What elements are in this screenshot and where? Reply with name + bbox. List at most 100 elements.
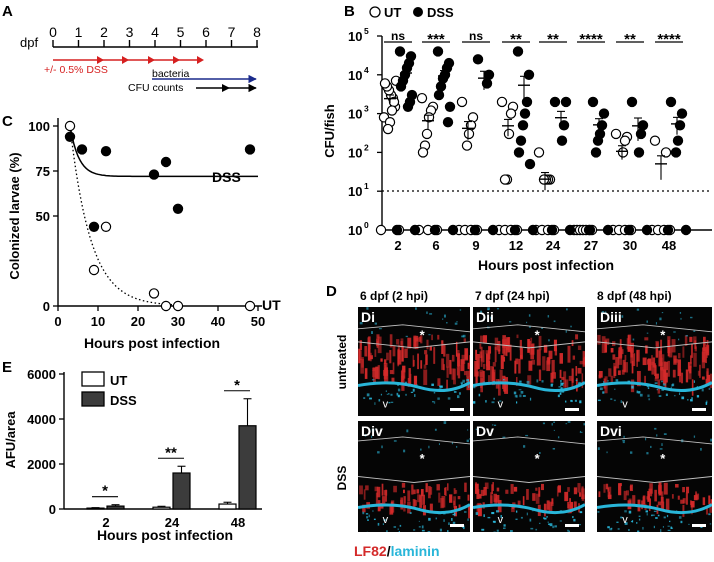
micrograph-tile: * v Dii xyxy=(473,307,585,416)
c-point-dss xyxy=(64,131,76,142)
lf82-signal xyxy=(414,337,419,350)
lf82-signal xyxy=(568,375,573,381)
laminin-signal xyxy=(708,513,711,516)
lf82-signal xyxy=(563,371,567,388)
lf82-signal xyxy=(632,495,636,507)
e-bar-ut xyxy=(152,506,171,510)
laminin-signal xyxy=(499,400,502,402)
lf82-signal xyxy=(446,353,450,368)
laminin-signal xyxy=(536,379,539,383)
lf82-signal xyxy=(547,357,551,364)
dpf-tick-label: 1 xyxy=(75,24,83,40)
laminin-signal xyxy=(646,452,649,455)
laminin-signal xyxy=(632,338,635,341)
lf82-signal xyxy=(424,350,428,355)
laminin-signal xyxy=(606,451,608,454)
laminin-signal xyxy=(672,383,675,387)
b-point-dss xyxy=(623,224,635,236)
e-sig-label: * xyxy=(234,377,240,394)
laminin-signal xyxy=(560,385,562,388)
laminin-band xyxy=(597,381,712,393)
laminin-signal xyxy=(553,320,556,323)
lf82-signal xyxy=(404,348,408,358)
vessel-marker: v xyxy=(383,398,389,410)
panel-e-legend-dss: DSS xyxy=(110,393,137,408)
lf82-signal xyxy=(495,494,500,503)
b-point-dss xyxy=(515,135,527,146)
lf82-signal xyxy=(665,498,670,511)
caption-sep: / xyxy=(387,543,391,559)
laminin-signal xyxy=(565,400,567,403)
laminin-signal xyxy=(467,518,469,521)
panel-e-xticks: 2 24 48 xyxy=(102,515,245,530)
lf82-signal xyxy=(647,358,652,371)
laminin-signal xyxy=(655,517,658,519)
laminin-signal xyxy=(526,512,528,516)
lf82-signal xyxy=(581,494,584,501)
lf82-signal xyxy=(519,339,522,351)
lf82-signal xyxy=(610,347,614,353)
lf82-signal xyxy=(687,361,692,368)
lf82-signal xyxy=(463,370,467,376)
laminin-signal xyxy=(491,511,495,515)
lf82-signal xyxy=(502,356,506,362)
laminin-signal xyxy=(414,394,416,397)
lf82-signal xyxy=(573,487,578,495)
lf82-signal xyxy=(457,350,460,357)
lf82-signal xyxy=(380,358,383,362)
lf82-signal xyxy=(677,495,680,500)
lf82-signal xyxy=(569,501,574,512)
laminin-signal xyxy=(661,380,664,383)
c-xtick-label: 40 xyxy=(211,314,225,329)
laminin-signal xyxy=(436,533,439,535)
laminin-signal xyxy=(388,393,390,395)
laminin-signal xyxy=(473,401,476,404)
laminin-signal xyxy=(466,439,469,443)
lf82-signal xyxy=(529,348,533,355)
scale-bar xyxy=(692,408,706,411)
laminin-signal xyxy=(495,510,499,513)
dpf-tick-label: 8 xyxy=(253,24,261,40)
laminin-signal xyxy=(551,423,553,426)
laminin-signal xyxy=(678,392,681,395)
b-ytick-label: 10 xyxy=(348,223,362,238)
lf82-signal xyxy=(567,501,570,509)
dss-arrowhead xyxy=(173,56,180,64)
lumen-outline xyxy=(358,324,470,349)
lf82-signal xyxy=(706,340,709,354)
laminin-signal xyxy=(699,386,703,388)
c-point-ut xyxy=(100,221,112,232)
laminin-signal xyxy=(553,429,555,431)
b-point-dss xyxy=(549,96,561,108)
lf82-signal xyxy=(672,369,676,378)
laminin-signal xyxy=(701,388,704,392)
lf82-signal xyxy=(654,377,658,382)
laminin-signal xyxy=(543,517,547,520)
dpf-tick-label: 4 xyxy=(151,24,159,40)
lf82-signal xyxy=(428,485,431,499)
lf82-signal xyxy=(603,484,606,493)
laminin-signal xyxy=(659,448,663,450)
laminin-signal xyxy=(663,433,667,435)
lf82-signal xyxy=(487,375,491,385)
lf82-signal xyxy=(577,345,582,351)
laminin-signal xyxy=(541,327,543,329)
b-point-ut xyxy=(619,135,631,146)
lf82-signal xyxy=(468,355,470,367)
lf82-signal xyxy=(613,366,617,377)
lf82-signal xyxy=(617,370,621,376)
b-point-dss xyxy=(641,224,653,236)
dss-label: +/- 0.5% DSS xyxy=(44,64,108,76)
lf82-signal xyxy=(554,348,558,356)
micrograph-tile: * v Dvi xyxy=(597,421,712,532)
lf82-signal xyxy=(416,489,420,494)
lf82-signal xyxy=(665,361,668,371)
lf82-signal xyxy=(572,355,576,360)
lf82-signal xyxy=(605,338,610,345)
laminin-signal xyxy=(622,441,625,444)
lf82-signal xyxy=(493,493,497,503)
lf82-signal xyxy=(663,482,668,495)
laminin-signal xyxy=(366,531,369,532)
laminin-signal xyxy=(566,308,568,311)
b-point-dss xyxy=(395,81,407,92)
